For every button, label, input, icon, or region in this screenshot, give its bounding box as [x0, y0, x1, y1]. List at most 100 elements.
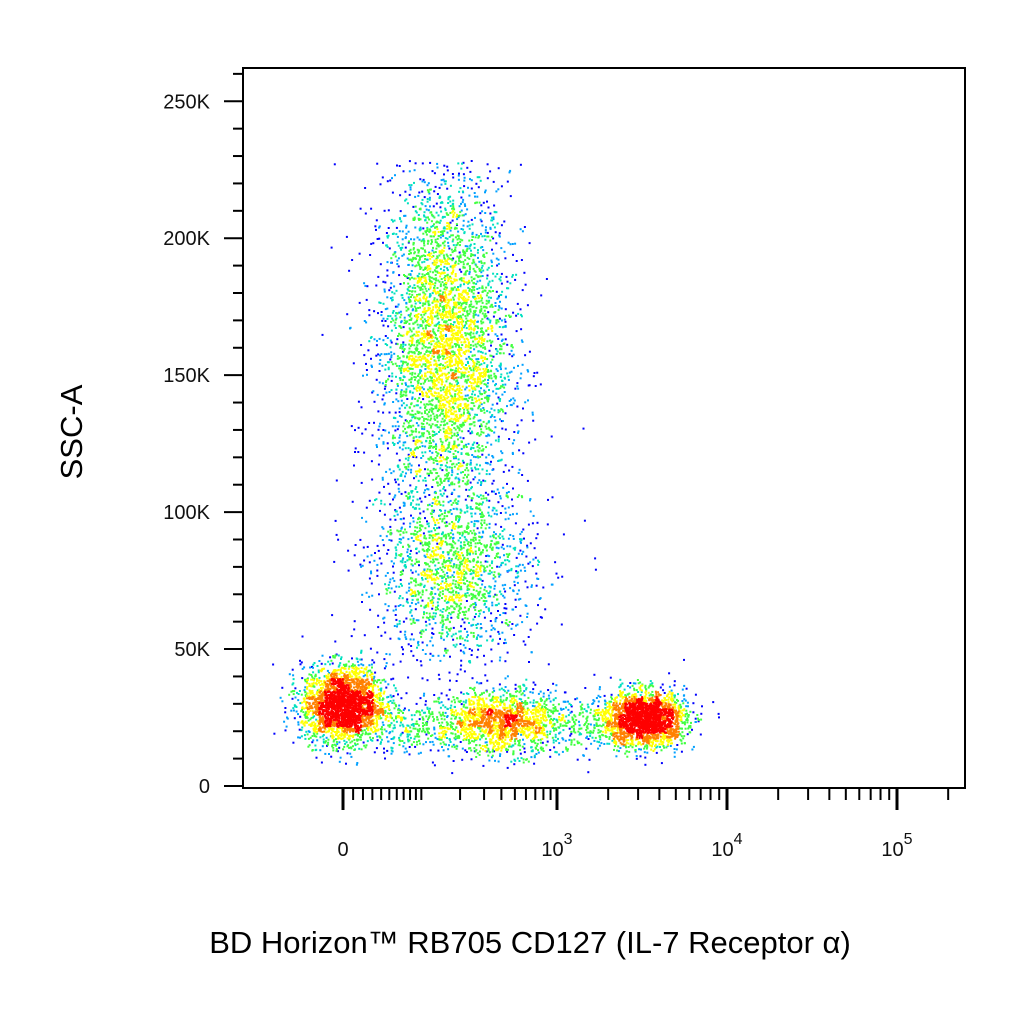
- event-dot: [406, 398, 409, 400]
- event-dot: [426, 221, 429, 224]
- event-dot: [617, 750, 620, 753]
- event-dot: [464, 332, 467, 335]
- event-dot: [472, 492, 475, 495]
- event-dot: [428, 411, 430, 414]
- event-dot: [549, 749, 552, 751]
- event-dot: [428, 218, 431, 221]
- event-dot: [456, 615, 459, 618]
- event-dot: [401, 238, 404, 241]
- event-dot: [444, 464, 447, 467]
- event-dot: [412, 258, 415, 261]
- event-dot: [530, 584, 533, 587]
- event-dot: [565, 706, 567, 709]
- event-dot: [455, 744, 458, 747]
- event-dot: [446, 366, 449, 369]
- event-dot: [547, 498, 549, 501]
- event-dot: [466, 634, 469, 637]
- event-dot: [491, 482, 494, 485]
- event-dot: [407, 453, 410, 456]
- event-dot: [521, 692, 524, 695]
- event-dot: [378, 454, 381, 457]
- event-dot: [434, 274, 437, 276]
- event-dot: [452, 626, 455, 629]
- event-dot: [296, 691, 298, 694]
- event-dot: [617, 745, 620, 748]
- event-dot: [424, 406, 426, 409]
- event-dot: [619, 685, 622, 688]
- event-dot: [449, 561, 452, 564]
- event-dot: [463, 511, 466, 514]
- event-dot: [404, 563, 407, 566]
- event-dot: [498, 348, 501, 351]
- event-dot: [444, 649, 446, 652]
- event-dot: [501, 530, 504, 532]
- event-dot: [446, 169, 449, 172]
- event-dot: [403, 502, 406, 505]
- event-dot: [425, 624, 428, 627]
- event-dot: [418, 229, 421, 232]
- event-dot: [508, 171, 511, 174]
- event-dot: [467, 495, 470, 498]
- event-dot: [454, 701, 456, 704]
- event-dot: [393, 252, 396, 255]
- event-dot: [483, 588, 486, 591]
- event-dot: [491, 639, 494, 642]
- event-dot: [446, 635, 448, 638]
- event-dot: [395, 317, 398, 320]
- event-dot: [379, 742, 382, 745]
- event-dot: [415, 720, 418, 723]
- event-dot: [403, 282, 405, 285]
- event-dot: [562, 729, 565, 732]
- event-dot: [593, 739, 596, 742]
- event-dot: [453, 208, 456, 211]
- event-dot: [394, 321, 397, 324]
- event-dot: [410, 569, 412, 572]
- event-dot: [478, 727, 481, 730]
- event-dot: [334, 640, 337, 643]
- event-dot: [497, 435, 500, 438]
- event-dot: [518, 742, 521, 745]
- event-dot: [404, 475, 406, 478]
- event-dot: [406, 385, 409, 388]
- event-dot: [393, 324, 396, 327]
- event-dot: [587, 771, 590, 774]
- event-dot: [517, 598, 520, 601]
- event-dot: [490, 407, 493, 410]
- event-dot: [402, 522, 405, 525]
- event-dot: [478, 644, 480, 647]
- event-dot: [487, 749, 490, 752]
- event-dot: [568, 720, 571, 723]
- event-dot: [464, 272, 467, 275]
- event-dot: [482, 420, 485, 423]
- event-dot: [447, 241, 450, 244]
- event-dot: [502, 352, 505, 355]
- event-dot: [461, 214, 464, 217]
- event-dot: [405, 467, 408, 470]
- event-dot: [452, 287, 455, 290]
- event-dot: [613, 748, 615, 751]
- event-dot: [466, 617, 469, 620]
- event-dot: [489, 546, 492, 549]
- event-dot: [563, 724, 566, 727]
- event-dot: [482, 431, 485, 434]
- event-dot: [421, 261, 424, 264]
- event-dot: [466, 591, 469, 594]
- event-dot: [595, 723, 598, 726]
- event-dot: [507, 506, 510, 509]
- event-dot: [427, 288, 430, 291]
- event-dot: [443, 430, 445, 433]
- event-dot: [365, 298, 368, 301]
- event-dot: [411, 334, 414, 337]
- event-dot: [463, 536, 466, 539]
- event-dot: [436, 312, 439, 315]
- event-dot: [481, 334, 484, 336]
- event-dot: [408, 406, 411, 409]
- event-dot: [431, 632, 434, 635]
- event-dot: [400, 646, 403, 649]
- event-dot: [536, 701, 539, 704]
- event-dot: [362, 741, 365, 744]
- event-dot: [498, 305, 501, 307]
- event-dot: [476, 342, 479, 345]
- event-dot: [500, 319, 503, 322]
- event-dot: [469, 505, 472, 508]
